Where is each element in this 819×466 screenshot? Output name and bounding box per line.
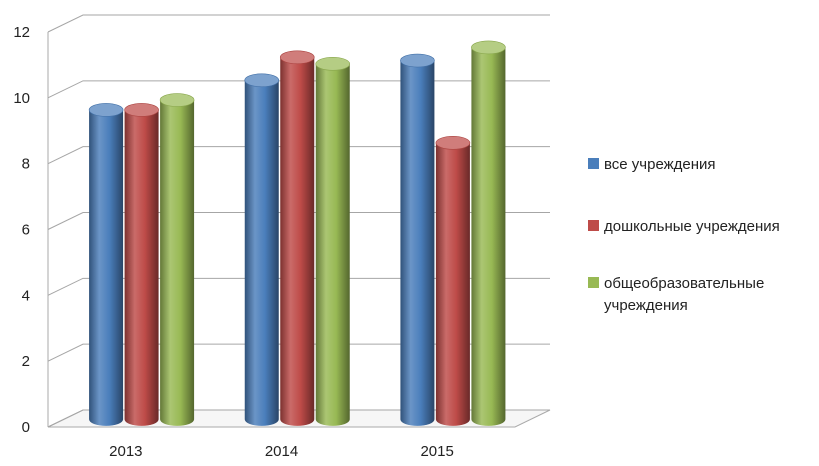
gridline — [47, 146, 550, 165]
legend-swatch — [588, 220, 599, 231]
legend-swatch — [588, 277, 599, 288]
legend-label: дошкольные учреждения — [604, 218, 780, 235]
y-tick-label: 12 — [13, 24, 30, 41]
bar-top — [159, 93, 195, 107]
bar-body — [89, 109, 124, 426]
y-tick-label: 8 — [22, 156, 30, 173]
gridline — [47, 343, 550, 362]
bar-top — [124, 103, 159, 117]
bar-top — [88, 103, 124, 117]
bar — [471, 40, 506, 426]
legend-swatch — [588, 158, 599, 169]
legend-label: общеобразовательные учреждения — [604, 275, 764, 314]
y-tick-label: 0 — [22, 419, 30, 436]
y-tick-label: 2 — [22, 353, 30, 370]
bar — [315, 57, 351, 426]
y-tick-label: 10 — [13, 90, 30, 107]
bar-top — [279, 50, 315, 65]
bar — [124, 103, 159, 426]
bar — [159, 93, 195, 426]
legend-item: общеобразовательные учреждения — [588, 275, 764, 314]
legend-item: дошкольные учреждения — [588, 218, 780, 235]
y-axis-ticks: 0 2 4 6 8 10 12 — [13, 24, 30, 436]
bar — [279, 50, 315, 426]
bar-body — [244, 80, 279, 426]
x-axis-ticks: 2013 2014 2015 — [109, 443, 454, 460]
bar — [435, 136, 471, 426]
bar-body — [280, 57, 315, 426]
x-tick-label: 2014 — [265, 443, 298, 460]
x-tick-label: 2013 — [109, 443, 142, 460]
bar-body — [124, 109, 159, 426]
bar-top — [435, 136, 471, 150]
legend: все учреждения дошкольные учреждения общео… — [588, 156, 780, 314]
gridline — [47, 80, 550, 99]
y-tick-label: 4 — [22, 287, 30, 304]
gridline — [47, 277, 550, 296]
bar-top — [400, 53, 435, 68]
gridline — [47, 409, 550, 428]
bar-body — [400, 60, 435, 426]
x-tick-label: 2015 — [420, 443, 453, 460]
y-tick-label: 6 — [22, 222, 30, 239]
gridline — [47, 212, 550, 230]
bar — [244, 73, 280, 426]
bar-body — [471, 47, 506, 426]
bar — [88, 103, 124, 426]
gridlines — [47, 14, 550, 428]
gridline — [47, 14, 550, 33]
bars — [88, 40, 506, 426]
bar — [400, 53, 435, 426]
bar-top — [471, 40, 506, 55]
bar-body — [160, 100, 195, 426]
bar-body — [435, 142, 470, 426]
legend-label: все учреждения — [604, 156, 716, 173]
bar-top — [244, 73, 280, 88]
bar-body — [315, 63, 350, 426]
bar-top — [315, 57, 351, 71]
legend-item: все учреждения — [588, 156, 716, 173]
